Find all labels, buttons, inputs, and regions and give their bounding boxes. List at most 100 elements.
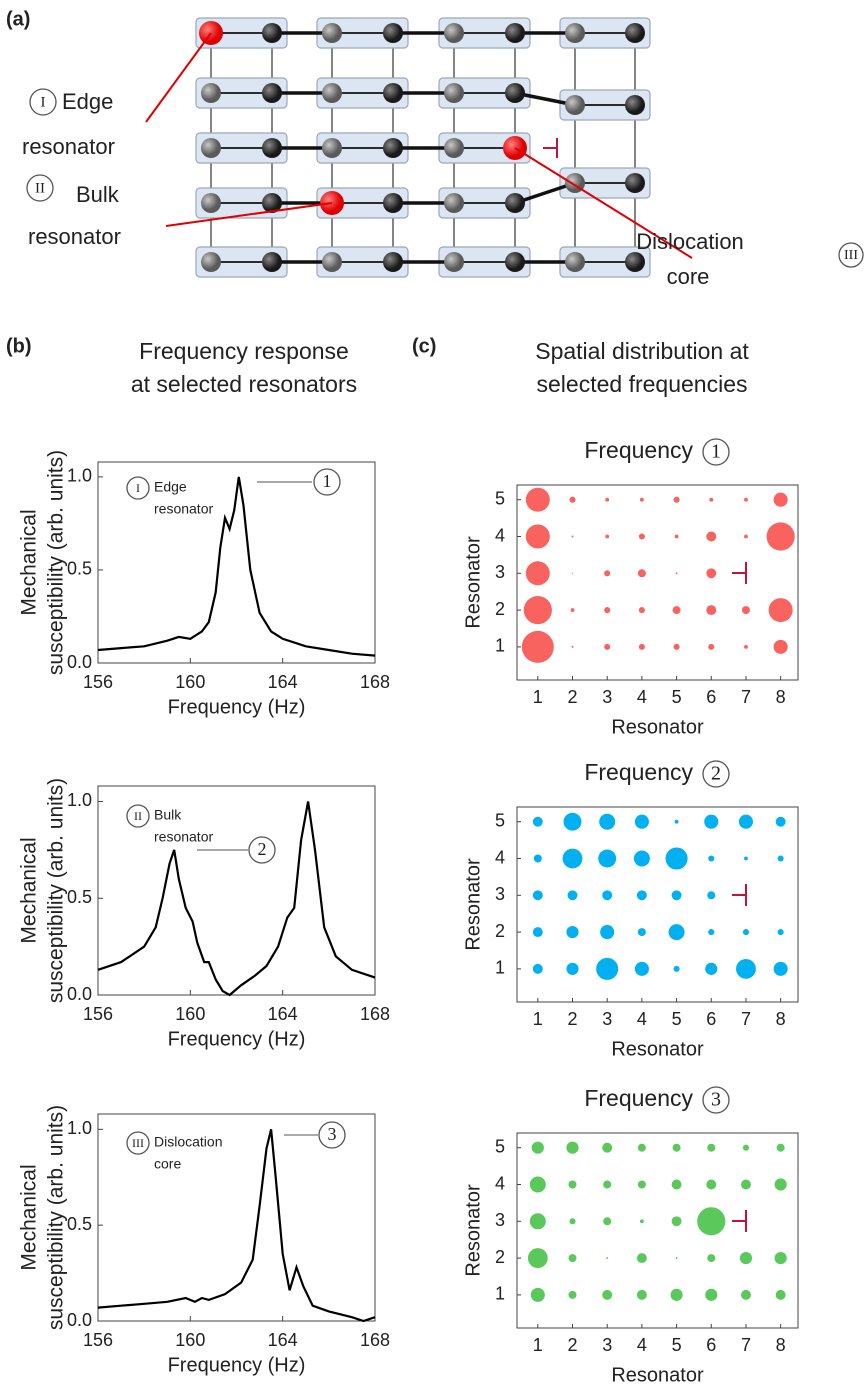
resonator bbox=[625, 173, 645, 193]
amplitude-dot bbox=[638, 533, 645, 540]
amplitude-dot bbox=[529, 1176, 546, 1193]
amplitude-dot bbox=[639, 497, 644, 502]
y-tick-label: 1 bbox=[495, 958, 505, 978]
x-tick-label: 5 bbox=[672, 687, 682, 707]
amplitude-dot bbox=[774, 1178, 787, 1191]
amplitude-dot bbox=[768, 598, 793, 623]
amplitude-dot bbox=[776, 1143, 785, 1152]
amplitude-dot bbox=[596, 957, 619, 980]
inset-text: Edge bbox=[154, 479, 187, 495]
amplitude-dot bbox=[598, 849, 617, 868]
y-axis-label: Mechanical bbox=[18, 1164, 41, 1270]
amplitude-dot bbox=[533, 854, 542, 863]
x-tick-label: 4 bbox=[637, 687, 647, 707]
title-marker: 3 bbox=[711, 1089, 721, 1111]
x-tick-label: 168 bbox=[360, 672, 390, 692]
amplitude-dot bbox=[671, 890, 682, 901]
plot-frame bbox=[516, 484, 799, 681]
amplitude-dot bbox=[604, 643, 611, 650]
y-tick-label: 2 bbox=[495, 921, 505, 941]
y-tick-label: 3 bbox=[495, 1210, 505, 1230]
resonator bbox=[625, 95, 645, 115]
resonator bbox=[505, 252, 525, 272]
resonator bbox=[262, 193, 282, 213]
peak-annotation: 2 bbox=[258, 839, 267, 859]
y-axis-label: Mechanical bbox=[18, 509, 41, 615]
amplitude-dot bbox=[637, 928, 646, 937]
amplitude-dot bbox=[525, 524, 550, 549]
amplitude-dot bbox=[674, 819, 679, 824]
amplitude-dot bbox=[741, 1179, 751, 1190]
response-curve bbox=[97, 801, 376, 997]
amplitude-dot bbox=[532, 890, 543, 901]
resonator bbox=[505, 193, 525, 213]
amplitude-dot bbox=[708, 929, 715, 936]
resonator bbox=[201, 138, 221, 158]
y-tick-label: 4 bbox=[495, 525, 505, 545]
plot-frame bbox=[516, 1132, 799, 1329]
amplitude-dot bbox=[636, 1289, 647, 1300]
amplitude-dot bbox=[708, 855, 715, 862]
resonator bbox=[262, 83, 282, 103]
inset-text: core bbox=[154, 1156, 181, 1172]
amplitude-dot bbox=[527, 1248, 548, 1269]
amplitude-dot bbox=[773, 639, 788, 654]
inset-numeral-circle bbox=[126, 476, 150, 500]
amplitude-dot bbox=[742, 929, 750, 936]
y-tick-label: 4 bbox=[495, 847, 505, 867]
amplitude-dot bbox=[532, 927, 543, 938]
amplitude-dot bbox=[636, 1253, 647, 1264]
amplitude-dot bbox=[738, 814, 754, 829]
response-curve bbox=[97, 1129, 376, 1323]
amplitude-dot bbox=[774, 1252, 787, 1265]
x-tick-label: 156 bbox=[83, 1330, 113, 1350]
amplitude-dot bbox=[602, 890, 613, 901]
resonator bbox=[565, 95, 585, 115]
amplitude-dot bbox=[637, 1180, 646, 1189]
amplitude-dot bbox=[568, 1180, 577, 1189]
x-tick-label: 160 bbox=[175, 1004, 205, 1024]
amplitude-dot bbox=[525, 561, 550, 586]
amplitude-dot bbox=[744, 534, 748, 539]
x-tick-label: 2 bbox=[567, 1335, 577, 1355]
amplitude-dot bbox=[672, 1143, 681, 1152]
callout-numeral-circle bbox=[26, 174, 54, 202]
peak-annotation: 1 bbox=[323, 471, 332, 491]
callout-text: Dislocation bbox=[636, 229, 744, 254]
x-tick-label: 168 bbox=[360, 1330, 390, 1350]
y-tick-label: 2 bbox=[495, 1247, 505, 1267]
peak-annotation-circle bbox=[318, 1121, 346, 1149]
callout-text: core bbox=[667, 264, 710, 289]
spring bbox=[514, 181, 576, 205]
x-tick-label: 7 bbox=[741, 687, 751, 707]
amplitude-dot bbox=[777, 929, 784, 936]
amplitude-dot bbox=[744, 856, 748, 861]
amplitude-dot bbox=[603, 1180, 612, 1189]
x-axis-label: Frequency (Hz) bbox=[168, 1028, 306, 1050]
x-tick-label: 2 bbox=[567, 687, 577, 707]
x-tick-label: 3 bbox=[602, 1009, 612, 1029]
amplitude-dot bbox=[562, 848, 583, 869]
y-tick-label: 1.0 bbox=[67, 790, 92, 810]
amplitude-dot bbox=[603, 1217, 612, 1226]
x-axis-label: Frequency (Hz) bbox=[168, 696, 306, 718]
callout-numeral-circle bbox=[29, 88, 57, 116]
x-axis-label: Resonator bbox=[611, 716, 704, 738]
chart-title: Frequency bbox=[584, 437, 693, 463]
callout-numeral: II bbox=[35, 180, 45, 196]
y-tick-label: 0.0 bbox=[67, 1310, 92, 1330]
amplitude-dot bbox=[638, 643, 645, 650]
amplitude-dot bbox=[675, 572, 678, 575]
x-tick-label: 156 bbox=[83, 1004, 113, 1024]
x-tick-label: 164 bbox=[268, 1330, 298, 1350]
panel-label: (a) bbox=[6, 8, 30, 30]
y-axis-label: Resonator bbox=[462, 858, 484, 951]
amplitude-dot bbox=[567, 890, 578, 901]
resonator bbox=[322, 138, 342, 158]
chart-title: Frequency bbox=[584, 1085, 693, 1111]
y-axis-label: susceptibility (arb. units) bbox=[45, 1105, 68, 1330]
panel-title: Frequency response bbox=[139, 338, 349, 364]
amplitude-dot bbox=[639, 1219, 644, 1224]
panel-title: at selected resonators bbox=[131, 371, 357, 397]
